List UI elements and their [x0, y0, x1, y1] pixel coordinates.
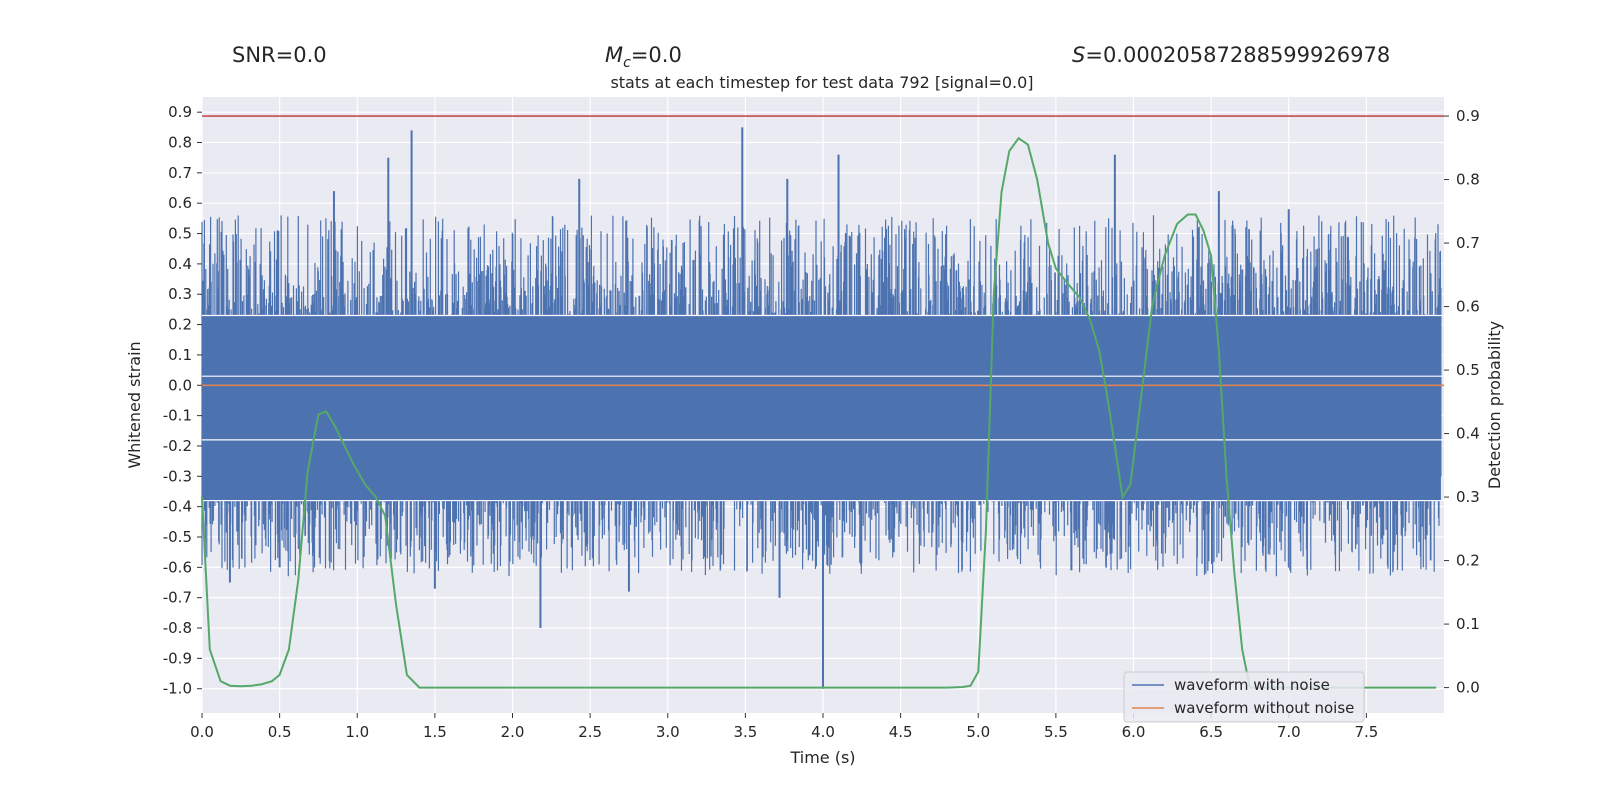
- noise-core-band: [202, 315, 1441, 501]
- y-left-axis-ticks: 0.9 0.8 0.7 0.6 0.5 0.4 0.3 0.2 0.1 0.0 -0.1 -0.2 -0…: [163, 103, 202, 698]
- x-tick-label: 7.5: [1354, 723, 1378, 741]
- x-tick-label: 4.0: [811, 723, 835, 741]
- y-left-tick-label: 0.7: [168, 164, 192, 182]
- x-tick-label: 7.0: [1277, 723, 1301, 741]
- detection-probability-line: [201, 136, 1437, 689]
- s-value: =0.00020587288599926978: [1085, 43, 1390, 67]
- y-left-axis-label: Whitened strain: [125, 341, 144, 468]
- y-left-tick-label: 0.3: [168, 285, 192, 303]
- y-left-tick-label: 0.2: [168, 316, 192, 334]
- y-left-tick-label: 0.0: [168, 376, 192, 394]
- series-waveform-with-noise: [201, 127, 1444, 689]
- x-tick-label: 5.5: [1044, 723, 1068, 741]
- x-tick-label: 6.5: [1199, 723, 1223, 741]
- x-tick-label: 4.5: [889, 723, 913, 741]
- x-tick-label: 1.5: [423, 723, 447, 741]
- legend-label-waveform-without-noise: waveform without noise: [1174, 699, 1354, 717]
- mc-subscript: c: [623, 55, 631, 71]
- legend-label-waveform-with-noise: waveform with noise: [1174, 676, 1330, 694]
- y-right-tick-label: 0.6: [1456, 298, 1480, 316]
- y-left-tick-label: 0.4: [168, 255, 192, 273]
- y-left-tick-label: 0.8: [168, 134, 192, 152]
- y-right-tick-label: 0.2: [1456, 552, 1480, 570]
- x-tick-label: 0.0: [190, 723, 214, 741]
- series-detection-probability: [201, 136, 1437, 689]
- y-left-tick-label: 0.5: [168, 225, 192, 243]
- mc-value: =0.0: [631, 43, 682, 67]
- x-tick-label: 1.0: [345, 723, 369, 741]
- y-right-tick-label: 0.4: [1456, 425, 1480, 443]
- y-left-tick-label: 0.6: [168, 194, 192, 212]
- y-left-tick-label: -0.9: [163, 649, 192, 667]
- y-right-tick-label: 0.3: [1456, 488, 1480, 506]
- x-tick-label: 0.5: [268, 723, 292, 741]
- y-left-tick-label: 0.9: [168, 103, 192, 121]
- x-tick-label: 3.0: [656, 723, 680, 741]
- s-stat: S=0.00020587288599926978: [1072, 43, 1390, 67]
- x-axis-ticks: 0.0 0.5 1.0 1.5 2.0 2.5 3.0 3.5 4.0 4.5 5.0 5.5 6.0 6…: [190, 713, 1378, 741]
- y-right-tick-label: 0.1: [1456, 615, 1480, 633]
- y-right-tick-label: 0.5: [1456, 361, 1480, 379]
- mc-stat: Mc=0.0: [605, 43, 682, 71]
- y-left-tick-label: -0.1: [163, 407, 192, 425]
- y-right-tick-label: 0.9: [1456, 107, 1480, 125]
- x-tick-label: 2.0: [501, 723, 525, 741]
- y-right-axis-ticks: 0.9 0.8 0.7 0.6 0.5 0.4 0.3 0.2 0.1 0.0: [1444, 107, 1480, 697]
- y-left-tick-label: -0.4: [163, 498, 192, 516]
- y-right-axis-label: Detection probability: [1485, 321, 1504, 489]
- legend: waveform with noise waveform without noi…: [1123, 671, 1365, 723]
- s-symbol: S: [1072, 43, 1085, 67]
- mc-symbol: M: [605, 43, 623, 67]
- y-right-tick-label: 0.7: [1456, 234, 1480, 252]
- y-left-tick-label: -1.0: [163, 680, 192, 698]
- x-axis-label: Time (s): [789, 748, 855, 767]
- y-right-tick-label: 0.8: [1456, 171, 1480, 189]
- y-left-tick-label: -0.7: [163, 589, 192, 607]
- x-tick-label: 2.5: [578, 723, 602, 741]
- y-left-tick-label: -0.6: [163, 558, 192, 576]
- y-left-tick-label: -0.3: [163, 467, 192, 485]
- chart-title: stats at each timestep for test data 792…: [610, 73, 1033, 92]
- legend-box: [1123, 671, 1365, 723]
- y-left-tick-label: -0.5: [163, 528, 192, 546]
- y-left-tick-label: -0.8: [163, 619, 192, 637]
- x-tick-label: 5.0: [966, 723, 990, 741]
- x-tick-label: 6.0: [1122, 723, 1146, 741]
- y-left-tick-label: 0.1: [168, 346, 192, 364]
- snr-stat: SNR=0.0: [232, 43, 327, 67]
- y-left-tick-label: -0.2: [163, 437, 192, 455]
- y-right-tick-label: 0.0: [1456, 679, 1480, 697]
- x-tick-label: 3.5: [733, 723, 757, 741]
